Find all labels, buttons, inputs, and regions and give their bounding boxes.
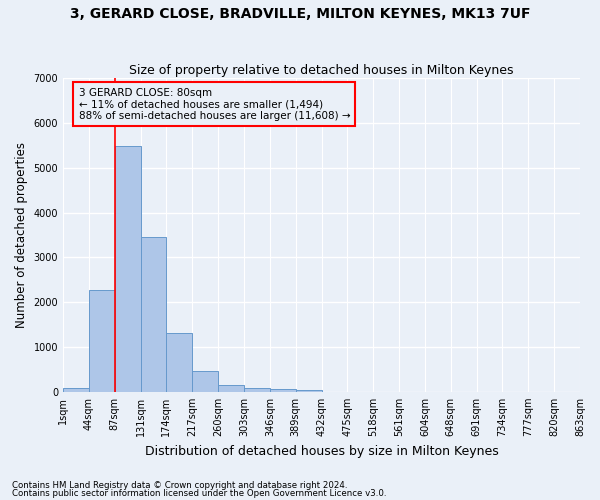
Bar	[270, 389, 296, 392]
Bar	[166, 333, 192, 392]
Bar	[89, 290, 115, 392]
Text: 3, GERARD CLOSE, BRADVILLE, MILTON KEYNES, MK13 7UF: 3, GERARD CLOSE, BRADVILLE, MILTON KEYNE…	[70, 8, 530, 22]
Bar	[192, 370, 218, 392]
Bar	[140, 237, 166, 392]
Text: Contains public sector information licensed under the Open Government Licence v3: Contains public sector information licen…	[12, 489, 386, 498]
Bar	[296, 390, 322, 392]
Title: Size of property relative to detached houses in Milton Keynes: Size of property relative to detached ho…	[129, 64, 514, 77]
Text: 3 GERARD CLOSE: 80sqm
← 11% of detached houses are smaller (1,494)
88% of semi-d: 3 GERARD CLOSE: 80sqm ← 11% of detached …	[79, 88, 350, 121]
Bar	[115, 146, 140, 392]
X-axis label: Distribution of detached houses by size in Milton Keynes: Distribution of detached houses by size …	[145, 444, 499, 458]
Y-axis label: Number of detached properties: Number of detached properties	[15, 142, 28, 328]
Bar	[218, 384, 244, 392]
Bar	[63, 388, 89, 392]
Text: Contains HM Land Registry data © Crown copyright and database right 2024.: Contains HM Land Registry data © Crown c…	[12, 480, 347, 490]
Bar	[244, 388, 270, 392]
